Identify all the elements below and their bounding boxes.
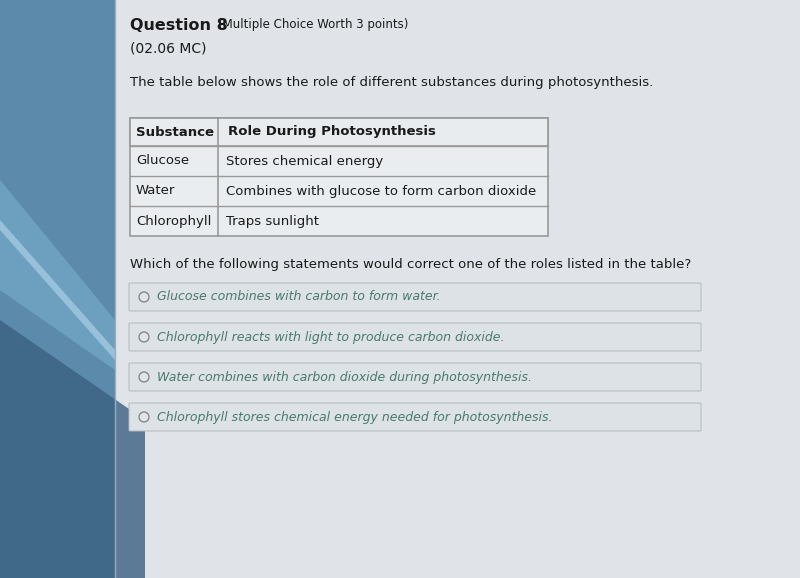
- Text: (02.06 MC): (02.06 MC): [130, 42, 206, 56]
- Polygon shape: [0, 180, 115, 370]
- FancyBboxPatch shape: [115, 0, 800, 578]
- Text: Stores chemical energy: Stores chemical energy: [226, 154, 383, 168]
- Text: Traps sunlight: Traps sunlight: [226, 214, 319, 228]
- FancyBboxPatch shape: [129, 283, 701, 311]
- Text: Question 8: Question 8: [130, 18, 228, 33]
- FancyBboxPatch shape: [129, 363, 701, 391]
- Text: Which of the following statements would correct one of the roles listed in the t: Which of the following statements would …: [130, 258, 691, 271]
- Text: Water combines with carbon dioxide during photosynthesis.: Water combines with carbon dioxide durin…: [157, 370, 532, 383]
- Text: Chlorophyll: Chlorophyll: [136, 214, 211, 228]
- FancyBboxPatch shape: [0, 0, 115, 578]
- Text: Chlorophyll stores chemical energy needed for photosynthesis.: Chlorophyll stores chemical energy neede…: [157, 410, 553, 424]
- Circle shape: [139, 292, 149, 302]
- Circle shape: [139, 412, 149, 422]
- Circle shape: [139, 332, 149, 342]
- FancyBboxPatch shape: [130, 118, 548, 146]
- FancyBboxPatch shape: [129, 323, 701, 351]
- Text: Glucose combines with carbon to form water.: Glucose combines with carbon to form wat…: [157, 291, 441, 303]
- Text: Substance: Substance: [136, 125, 214, 139]
- Polygon shape: [0, 220, 115, 360]
- Text: Water: Water: [136, 184, 175, 198]
- Text: Glucose: Glucose: [136, 154, 189, 168]
- Text: Role During Photosynthesis: Role During Photosynthesis: [228, 125, 436, 139]
- FancyBboxPatch shape: [130, 118, 548, 236]
- FancyBboxPatch shape: [129, 403, 701, 431]
- Text: The table below shows the role of different substances during photosynthesis.: The table below shows the role of differ…: [130, 76, 654, 89]
- Text: Combines with glucose to form carbon dioxide: Combines with glucose to form carbon dio…: [226, 184, 536, 198]
- Text: (Multiple Choice Worth 3 points): (Multiple Choice Worth 3 points): [218, 18, 408, 31]
- Text: Chlorophyll reacts with light to produce carbon dioxide.: Chlorophyll reacts with light to produce…: [157, 331, 505, 343]
- Polygon shape: [0, 320, 145, 578]
- Circle shape: [139, 372, 149, 382]
